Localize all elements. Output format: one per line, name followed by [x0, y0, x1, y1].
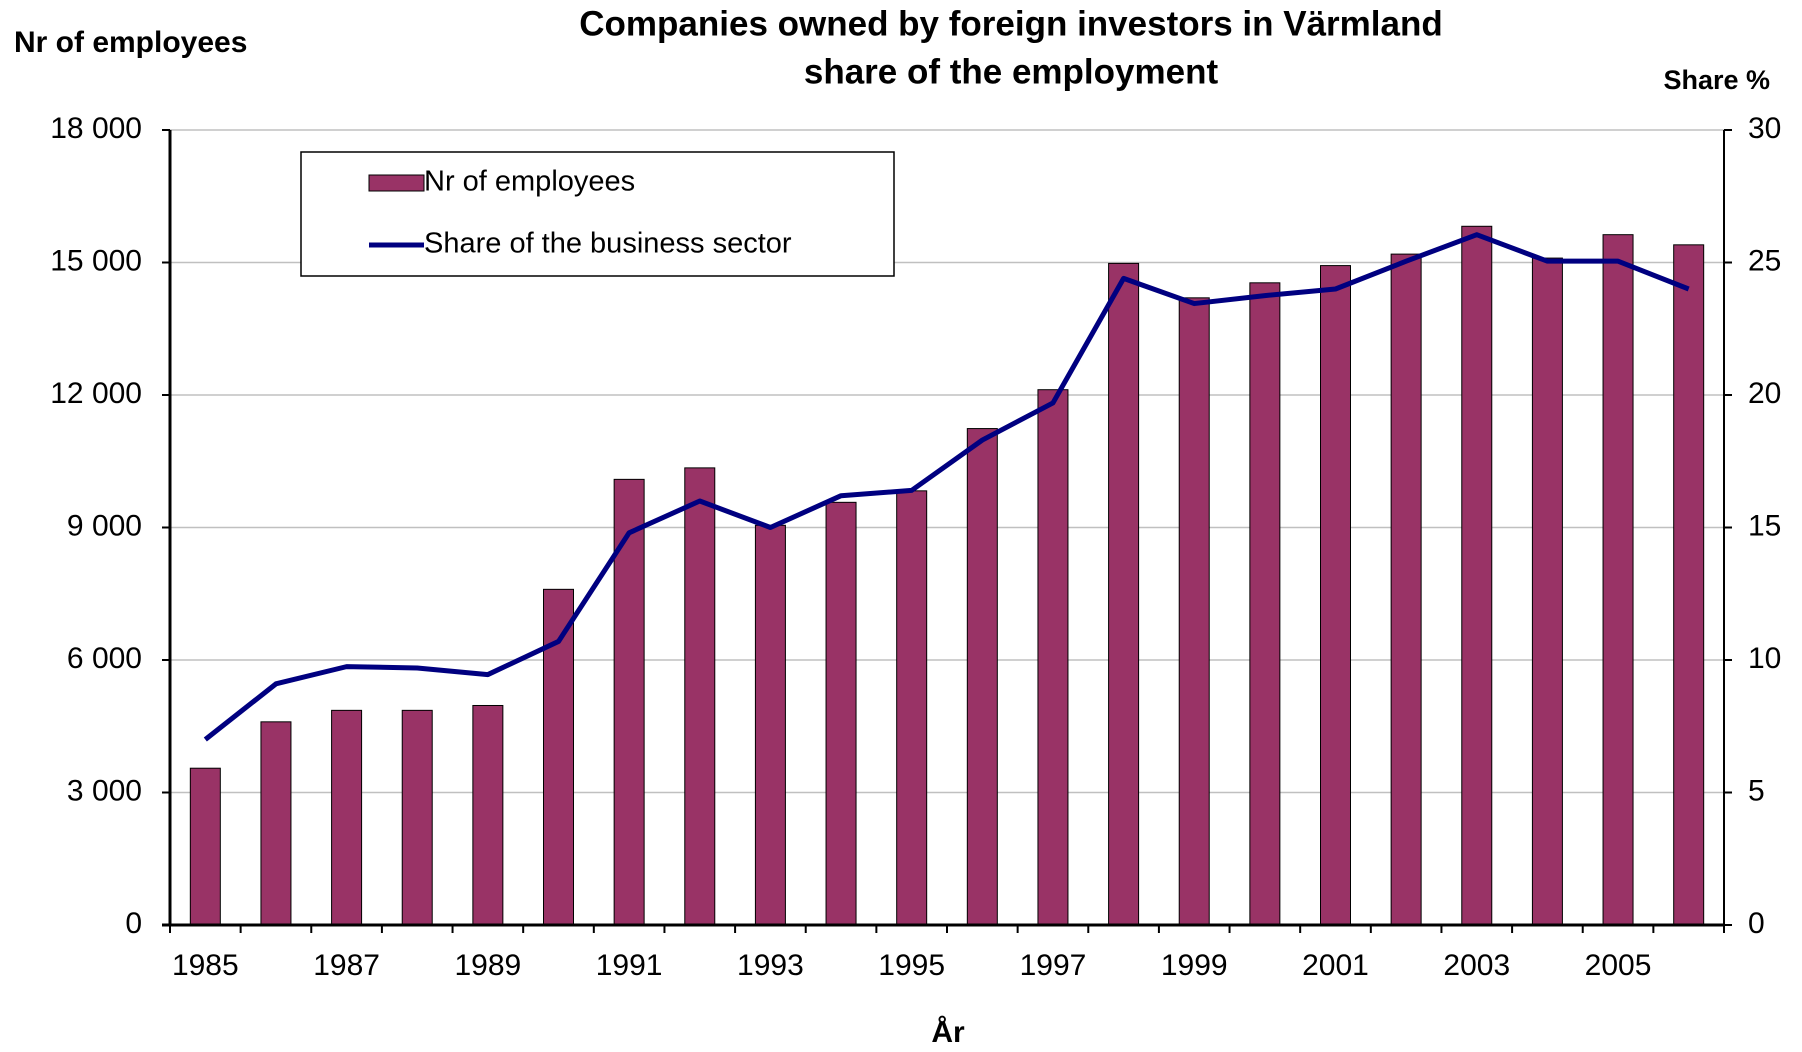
legend-label: Nr of employees	[424, 166, 635, 198]
y-tick-label: 9 000	[67, 509, 142, 542]
bar	[896, 490, 928, 926]
y-tick-label: 0	[125, 907, 142, 940]
bar	[966, 428, 998, 926]
x-tick-label: 1985	[172, 949, 239, 982]
y-tick-label: 3 000	[67, 774, 142, 807]
bar	[472, 704, 504, 926]
bar	[331, 709, 363, 926]
x-tick-label: 1993	[737, 949, 804, 982]
x-tick-label: 2003	[1443, 949, 1510, 982]
bar	[1249, 282, 1281, 926]
bar	[189, 767, 221, 926]
y2-tick-label: 30	[1748, 112, 1781, 145]
y2-tick-label: 0	[1748, 907, 1765, 940]
bar	[825, 501, 857, 926]
line	[203, 232, 1690, 742]
y-tick-label: 12 000	[50, 377, 142, 410]
bar	[260, 721, 292, 926]
x-tick-label: 1995	[878, 949, 945, 982]
legend-swatch	[368, 174, 425, 192]
x-tick-label: 1999	[1161, 949, 1228, 982]
chart-title: Companies owned by foreign investors in …	[579, 4, 1443, 43]
y2-tick-label: 25	[1748, 244, 1781, 277]
legend-label: Share of the business sector	[424, 228, 792, 260]
y-tick-label: 15 000	[50, 244, 142, 277]
bar	[1390, 253, 1422, 926]
bar	[1531, 257, 1563, 926]
x-tick-label: 2005	[1585, 949, 1652, 982]
x-tick-label: 2001	[1302, 949, 1369, 982]
bar	[1108, 262, 1140, 926]
x-tick-label: 1991	[596, 949, 663, 982]
y2-tick-label: 15	[1748, 509, 1781, 542]
x-tick-label: 1989	[454, 949, 521, 982]
bar	[754, 524, 786, 926]
y-tick-label: 18 000	[50, 112, 142, 145]
y2-tick-label: 20	[1748, 377, 1781, 410]
x-tick-label: 1997	[1020, 949, 1087, 982]
y2-axis-label: Share %	[1663, 65, 1770, 95]
bar	[1037, 389, 1069, 926]
bar	[1673, 244, 1705, 926]
bar	[613, 478, 645, 926]
y2-tick-label: 5	[1748, 774, 1765, 807]
bar	[1320, 265, 1351, 926]
x-axis-label: År	[931, 1016, 965, 1049]
legend-box	[300, 151, 895, 277]
x-tick-label: 1987	[313, 949, 380, 982]
y2-tick-label: 10	[1748, 642, 1781, 675]
chart-subtitle: share of the employment	[804, 52, 1219, 91]
bar	[1461, 225, 1493, 926]
bar	[1178, 297, 1210, 926]
bar	[684, 467, 716, 926]
y-axis-label: Nr of employees	[14, 26, 247, 59]
y-tick-label: 6 000	[67, 642, 142, 675]
bar	[401, 709, 433, 926]
bar	[1602, 234, 1634, 926]
